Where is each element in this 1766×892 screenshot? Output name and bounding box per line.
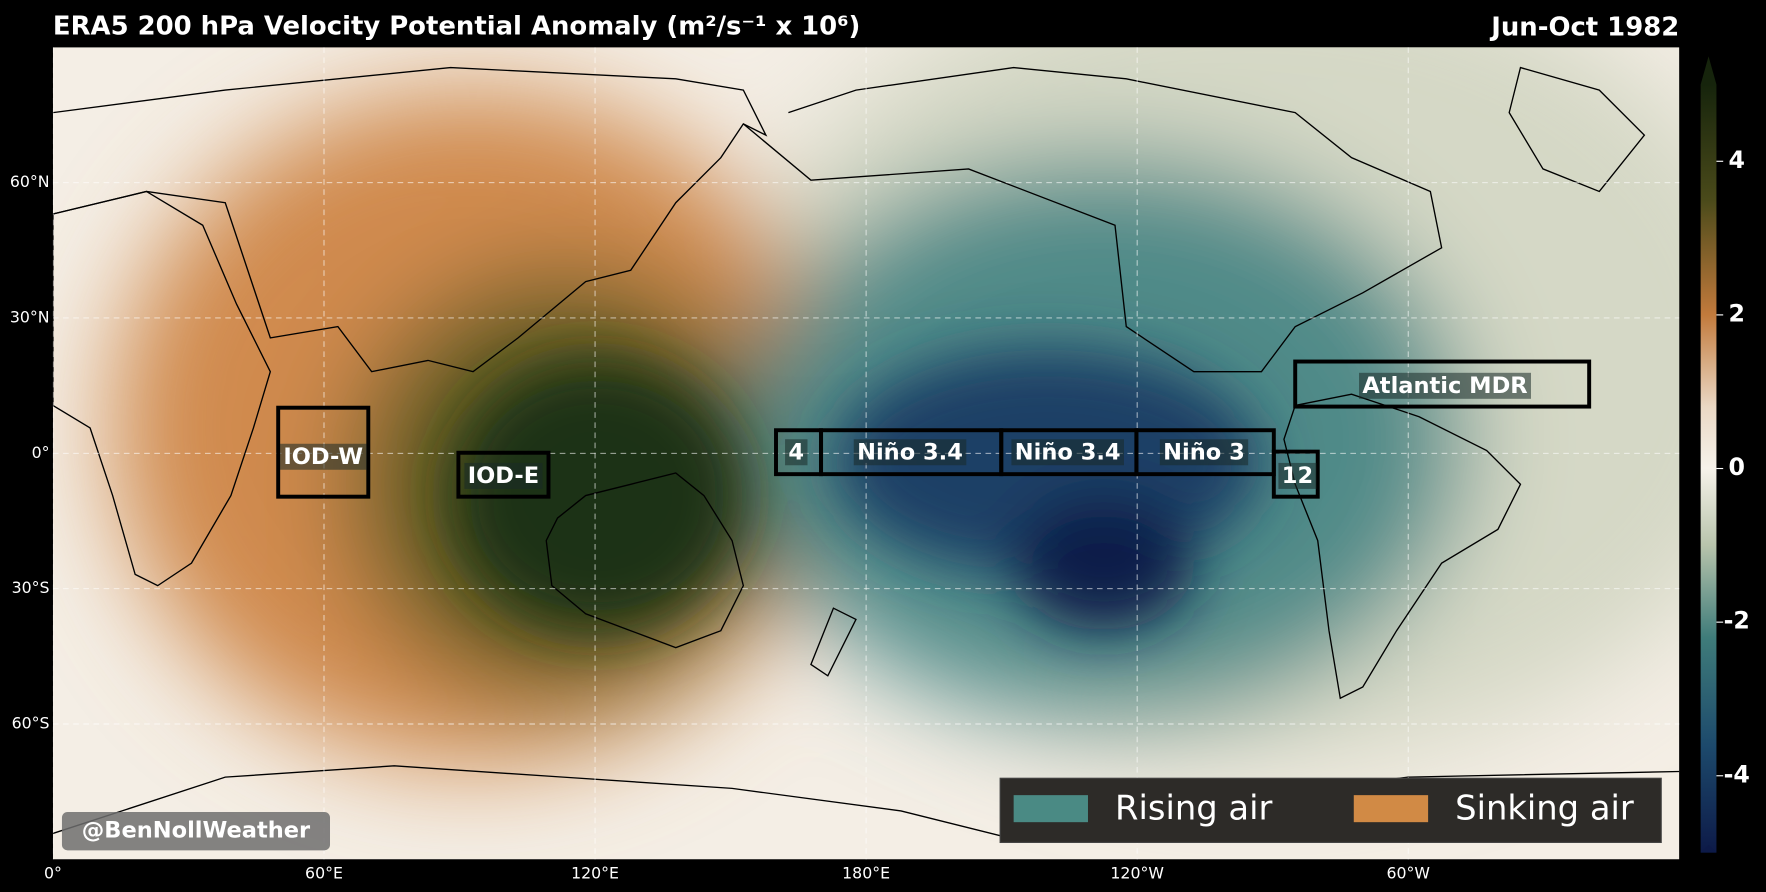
title: ERA5 200 hPa Velocity Potential Anomaly …: [53, 12, 860, 42]
region-label-bg: [1159, 439, 1249, 466]
colorbar-label: -4: [1724, 760, 1750, 788]
region-box: [456, 450, 551, 499]
lat-label: 60°N: [10, 172, 50, 191]
period: Jun-Oct 1982: [1489, 13, 1679, 43]
map: IOD-W IOD-E 4 Niño 3.4 Niño 3.4 Niño 3 12 Atlan…: [52, 47, 1680, 860]
region-label: 12: [1282, 463, 1313, 489]
colorbar-label: 4: [1728, 146, 1744, 174]
lon-label: 60°E: [305, 863, 343, 882]
lon-label: 60°W: [1386, 863, 1430, 882]
region-box: [1293, 359, 1592, 409]
lat-label: 30°N: [10, 307, 50, 326]
lon-label: 0°: [44, 863, 62, 882]
lat-label: 60°S: [12, 713, 50, 732]
colorbar-label: -2: [1724, 607, 1750, 635]
legend-label: Rising air: [1115, 788, 1272, 827]
region-label: Atlantic MDR: [1362, 373, 1527, 399]
region-label-bg: [853, 439, 967, 466]
region-label: IOD-E: [468, 463, 539, 489]
lon-label: 120°W: [1110, 863, 1164, 882]
colorbar-label: 0: [1728, 453, 1744, 481]
region-label: Niño 3: [1163, 439, 1245, 465]
credit: @BenNollWeather: [82, 818, 311, 844]
colorbar-label: 2: [1728, 299, 1744, 327]
region-box: [276, 405, 371, 499]
lon-label: 180°E: [842, 863, 890, 882]
legend: Rising air Sinking air: [999, 777, 1662, 844]
region-label: 4: [788, 439, 804, 465]
region-label-bg: [1359, 372, 1532, 399]
lon-label: 120°E: [571, 863, 619, 882]
legend-swatch: [1013, 795, 1088, 823]
region-label: Niño 3.4: [857, 439, 963, 465]
region-label: Niño 3.4: [1015, 439, 1121, 465]
region-box: [1271, 449, 1320, 499]
legend-label: Sinking air: [1455, 788, 1634, 827]
region-label-bg: [1011, 439, 1124, 466]
region-label: IOD-W: [283, 444, 363, 470]
lat-label: 30°S: [12, 578, 50, 597]
colorbar: 4 2 0 -2 -4: [1700, 56, 1750, 853]
region-label-bg: [464, 462, 543, 489]
credit-box: [61, 812, 331, 851]
legend-swatch: [1353, 795, 1429, 823]
region-label-bg: [279, 443, 367, 470]
region-label-bg: [1278, 462, 1317, 489]
lat-label: 0°: [32, 443, 50, 462]
region-label-bg: [785, 439, 808, 466]
